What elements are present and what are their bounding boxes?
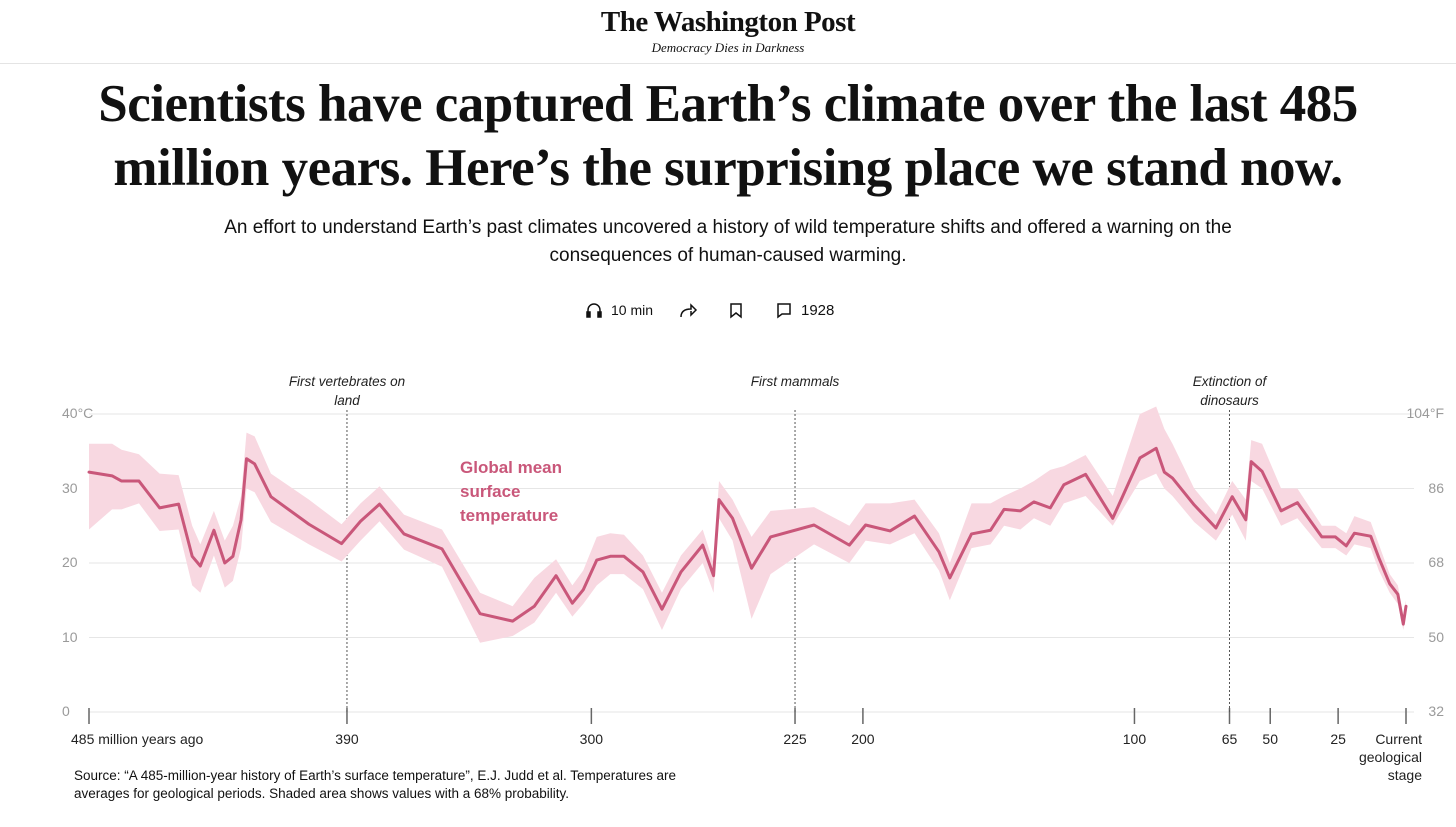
x-tick-label: 25 [1330, 731, 1346, 747]
x-tick-label: 50 [1262, 731, 1278, 747]
y2-tick-label: 32 [1428, 703, 1444, 719]
annotation-label: First vertebrates on land [288, 374, 406, 408]
toolbar-icons [586, 303, 791, 319]
x-tick-label: 485 million years ago [71, 731, 204, 747]
annotation-label: Extinction of dinosaurs [1192, 374, 1267, 408]
series-label: Global mean surface temperature [460, 458, 563, 525]
share-icon[interactable] [680, 303, 698, 318]
subtitle: An effort to understand Earth’s past cli… [224, 217, 1232, 266]
annotation-label: First mammals [750, 374, 840, 389]
y2-tick-label: 50 [1428, 628, 1444, 645]
tagline: Democracy Dies in Darkness [651, 40, 805, 55]
x-tick-label: Current geological stage [1358, 731, 1422, 783]
uncertainty-band [89, 406, 1406, 643]
x-tick-label: 100 [1122, 731, 1147, 747]
y-tick-label: 30 [62, 479, 78, 496]
source-note: Source: “A 485-million-year history of E… [74, 768, 677, 801]
save-icon[interactable] [730, 303, 742, 319]
x-tick-label: 300 [579, 731, 604, 747]
comments-icon[interactable] [777, 303, 791, 319]
y-tick-label: 0 [62, 703, 70, 719]
x-tick-label: 200 [851, 731, 875, 747]
y2-tick-label: 86 [1428, 479, 1444, 496]
y2-tick-label: 104°F [1406, 405, 1444, 421]
temperature-line [87, 446, 1408, 626]
listen-icon[interactable] [586, 303, 602, 318]
y-tick-label: 10 [62, 628, 78, 645]
headline: Scientists have captured Earth’s climate… [98, 75, 1358, 197]
masthead[interactable]: The Washington Post [600, 6, 856, 38]
x-tick-label: 65 [1221, 731, 1238, 747]
header-rule [0, 63, 1456, 64]
y-tick-label: 40°C [62, 405, 94, 421]
y-tick-label: 20 [62, 554, 78, 570]
comment-count[interactable]: 1928 [801, 302, 835, 319]
listen-time[interactable]: 10 min [611, 302, 654, 318]
x-tick-label: 225 [783, 731, 807, 747]
x-tick-label: 390 [335, 731, 359, 747]
y2-tick-label: 68 [1428, 554, 1444, 570]
